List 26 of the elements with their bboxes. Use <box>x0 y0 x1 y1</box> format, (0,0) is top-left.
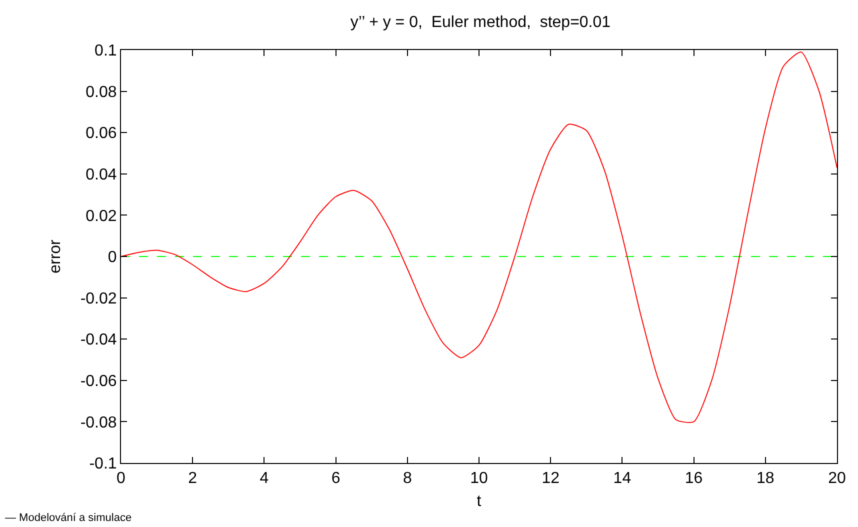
y-tick-label: -0.06 <box>80 373 117 390</box>
y-tick-label: -0.08 <box>80 414 117 432</box>
x-tick-label: 6 <box>331 470 340 488</box>
y-tick-label: 0.08 <box>86 84 117 101</box>
x-tick-label: 16 <box>684 470 703 488</box>
x-tick-label: 4 <box>260 470 269 488</box>
y-tick-label: 0.06 <box>86 125 117 142</box>
y-tick-label: -0.04 <box>80 332 117 349</box>
x-tick-label: 20 <box>828 470 846 488</box>
text: — Modelování a simulace <box>5 512 132 524</box>
chart-title: y’’ + y = 0, Euler method, step=0.01 <box>350 14 611 32</box>
x-tick-label: 12 <box>542 470 560 488</box>
y-tick-label: 0.02 <box>86 208 117 225</box>
y-tick-label: -0.02 <box>80 290 117 308</box>
y-tick-label: 0 <box>108 249 117 266</box>
x-tick-label: 14 <box>613 470 632 488</box>
y-tick-label: 0.04 <box>86 166 117 184</box>
line-series <box>121 52 837 422</box>
y-tick-label: 0.1 <box>94 42 117 60</box>
x-tick-label: 10 <box>470 470 488 488</box>
y-axis-title: error <box>47 238 64 274</box>
x-tick-label: 2 <box>188 470 198 488</box>
x-tick-label: 18 <box>756 470 774 488</box>
x-axis-title: t <box>476 492 482 510</box>
y-tick-label: -0.1 <box>89 456 117 473</box>
x-tick-label: 8 <box>402 470 412 488</box>
